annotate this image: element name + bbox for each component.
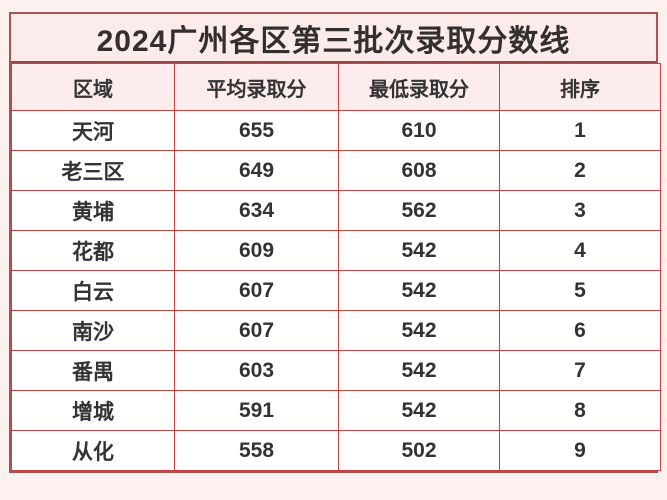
cell-average-score: 558 bbox=[174, 430, 339, 471]
table-row: 番禺 603 542 7 bbox=[11, 350, 661, 391]
cell-average-score: 591 bbox=[174, 390, 339, 431]
table-row: 增城 591 542 8 bbox=[11, 390, 661, 431]
cell-minimum-score: 542 bbox=[338, 350, 500, 391]
score-table-frame: 2024广州各区第三批次录取分数线 区域 平均录取分 最低录取分 排序 天河 6… bbox=[9, 12, 661, 473]
cell-rank: 8 bbox=[499, 390, 661, 431]
cell-rank: 9 bbox=[499, 430, 661, 471]
cell-region: 从化 bbox=[11, 430, 175, 471]
cell-region: 番禺 bbox=[11, 350, 175, 391]
cell-region: 老三区 bbox=[11, 150, 175, 191]
cell-minimum-score: 608 bbox=[338, 150, 500, 191]
cell-minimum-score: 542 bbox=[338, 390, 500, 431]
cell-region: 黄埔 bbox=[11, 190, 175, 231]
table-row: 老三区 649 608 2 bbox=[11, 150, 661, 191]
cell-rank: 7 bbox=[499, 350, 661, 391]
cell-region: 南沙 bbox=[11, 310, 175, 351]
cell-average-score: 603 bbox=[174, 350, 339, 391]
cell-minimum-score: 562 bbox=[338, 190, 500, 231]
cell-rank: 3 bbox=[499, 190, 661, 231]
cell-minimum-score: 542 bbox=[338, 310, 500, 351]
cell-average-score: 607 bbox=[174, 310, 339, 351]
cell-average-score: 607 bbox=[174, 270, 339, 311]
header-minimum-score: 最低录取分 bbox=[338, 63, 500, 111]
page-title: 2024广州各区第三批次录取分数线 bbox=[11, 14, 656, 63]
table-row: 南沙 607 542 6 bbox=[11, 310, 661, 351]
cell-region: 白云 bbox=[11, 270, 175, 311]
header-rank: 排序 bbox=[499, 63, 661, 111]
cell-average-score: 649 bbox=[174, 150, 339, 191]
table-header-row: 区域 平均录取分 最低录取分 排序 bbox=[11, 63, 661, 111]
table-row: 天河 655 610 1 bbox=[11, 110, 661, 151]
cell-minimum-score: 542 bbox=[338, 230, 500, 271]
cell-rank: 6 bbox=[499, 310, 661, 351]
cell-region: 花都 bbox=[11, 230, 175, 271]
cell-rank: 4 bbox=[499, 230, 661, 271]
cell-rank: 5 bbox=[499, 270, 661, 311]
cell-region: 增城 bbox=[11, 390, 175, 431]
cell-average-score: 655 bbox=[174, 110, 339, 151]
header-region: 区域 bbox=[11, 63, 175, 111]
table-row: 花都 609 542 4 bbox=[11, 230, 661, 271]
cell-rank: 1 bbox=[499, 110, 661, 151]
table-row: 从化 558 502 9 bbox=[11, 430, 661, 471]
cell-minimum-score: 610 bbox=[338, 110, 500, 151]
cell-average-score: 609 bbox=[174, 230, 339, 271]
score-table: 区域 平均录取分 最低录取分 排序 天河 655 610 1 老三区 649 6… bbox=[11, 63, 661, 471]
header-average-score: 平均录取分 bbox=[174, 63, 339, 111]
table-row: 黄埔 634 562 3 bbox=[11, 190, 661, 231]
cell-region: 天河 bbox=[11, 110, 175, 151]
cell-minimum-score: 542 bbox=[338, 270, 500, 311]
cell-minimum-score: 502 bbox=[338, 430, 500, 471]
cell-rank: 2 bbox=[499, 150, 661, 191]
table-row: 白云 607 542 5 bbox=[11, 270, 661, 311]
cell-average-score: 634 bbox=[174, 190, 339, 231]
